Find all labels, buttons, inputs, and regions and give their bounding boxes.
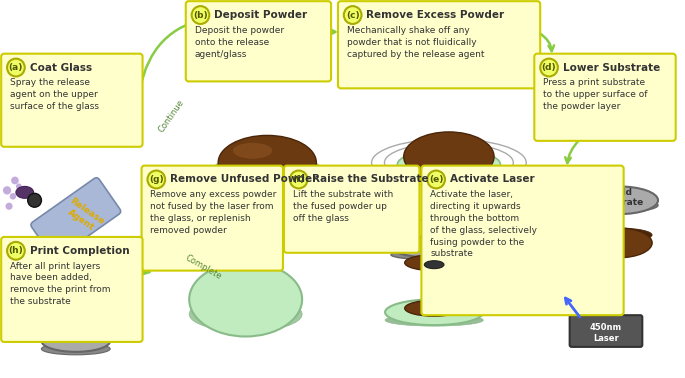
Ellipse shape (536, 273, 607, 290)
Ellipse shape (527, 291, 616, 303)
Ellipse shape (580, 198, 658, 212)
Ellipse shape (385, 299, 483, 325)
Ellipse shape (580, 186, 658, 214)
Ellipse shape (391, 250, 477, 260)
Circle shape (192, 6, 210, 24)
Text: Remove Unfused Powder: Remove Unfused Powder (170, 175, 317, 184)
Text: Print Completion: Print Completion (29, 246, 129, 256)
FancyBboxPatch shape (1, 54, 142, 147)
FancyBboxPatch shape (338, 1, 540, 88)
Text: Complete: Complete (184, 254, 223, 282)
Text: Mechanically shake off any
powder that is not fluidically
captured by the releas: Mechanically shake off any powder that i… (347, 26, 484, 59)
Text: Activate Laser: Activate Laser (450, 175, 534, 184)
Text: Press a print substrate
to the upper surface of
the powder layer: Press a print substrate to the upper sur… (543, 79, 647, 111)
Text: Remove any excess powder
not fused by the laser from
the glass, or replenish
rem: Remove any excess powder not fused by th… (151, 191, 277, 235)
Ellipse shape (385, 314, 483, 326)
Ellipse shape (586, 228, 652, 242)
FancyBboxPatch shape (570, 315, 643, 347)
Bar (54, 268, 97, 299)
Ellipse shape (405, 255, 464, 271)
FancyBboxPatch shape (284, 166, 419, 253)
Ellipse shape (16, 186, 34, 198)
Ellipse shape (54, 293, 97, 306)
Text: Spray the release
agent on the upper
surface of the glass: Spray the release agent on the upper sur… (10, 79, 99, 111)
FancyBboxPatch shape (1, 237, 142, 342)
Ellipse shape (527, 277, 616, 301)
Text: (b): (b) (193, 11, 208, 20)
Text: After all print layers
have been added,
remove the print from
the substrate: After all print layers have been added, … (10, 262, 110, 306)
Circle shape (16, 183, 22, 189)
Text: Activate the laser,
directing it upwards
through the bottom
of the glass, select: Activate the laser, directing it upwards… (430, 191, 537, 259)
Ellipse shape (54, 261, 97, 274)
Circle shape (11, 177, 18, 184)
Circle shape (7, 242, 25, 260)
FancyBboxPatch shape (142, 166, 283, 271)
Ellipse shape (425, 305, 443, 312)
Ellipse shape (530, 258, 613, 277)
Text: (e): (e) (429, 175, 443, 184)
Circle shape (147, 170, 165, 188)
Circle shape (427, 170, 445, 188)
Circle shape (3, 186, 11, 195)
Text: Build
Substrate: Build Substrate (594, 187, 644, 207)
Circle shape (10, 193, 16, 200)
Ellipse shape (218, 135, 316, 190)
FancyBboxPatch shape (421, 166, 623, 315)
Ellipse shape (27, 194, 41, 207)
Ellipse shape (405, 301, 464, 316)
Ellipse shape (41, 330, 110, 352)
Text: Lift the substrate with
the fused powder up
off the glass: Lift the substrate with the fused powder… (292, 191, 393, 223)
Ellipse shape (424, 261, 444, 269)
FancyBboxPatch shape (31, 178, 121, 259)
Ellipse shape (41, 343, 110, 355)
Ellipse shape (189, 262, 302, 336)
Text: Remove Excess Powder: Remove Excess Powder (366, 10, 505, 20)
Text: Raise the Substrate: Raise the Substrate (312, 175, 429, 184)
FancyBboxPatch shape (534, 54, 675, 141)
Text: (d): (d) (542, 63, 556, 72)
Text: (h): (h) (8, 246, 23, 255)
Text: 450nm
Laser: 450nm Laser (590, 323, 622, 343)
Ellipse shape (189, 297, 302, 332)
Circle shape (344, 6, 362, 24)
Circle shape (5, 203, 12, 210)
Text: Coat Glass: Coat Glass (29, 62, 92, 73)
Ellipse shape (403, 132, 494, 181)
Text: Deposit the powder
onto the release
agent/glass: Deposit the powder onto the release agen… (195, 26, 284, 59)
Circle shape (290, 170, 308, 188)
Text: (g): (g) (149, 175, 164, 184)
FancyBboxPatch shape (186, 1, 331, 81)
Ellipse shape (213, 154, 321, 187)
Text: (c): (c) (346, 11, 360, 20)
Text: Deposit Powder: Deposit Powder (214, 10, 308, 20)
Ellipse shape (530, 269, 613, 279)
Text: (f): (f) (292, 175, 305, 184)
Circle shape (7, 59, 25, 76)
Text: Release
Agent: Release Agent (62, 197, 105, 235)
Ellipse shape (397, 149, 501, 180)
Text: Lower Substrate: Lower Substrate (563, 62, 660, 73)
Text: Continue: Continue (156, 98, 186, 134)
Ellipse shape (586, 228, 652, 258)
Text: (a): (a) (9, 63, 23, 72)
Ellipse shape (391, 236, 477, 258)
Ellipse shape (233, 143, 272, 159)
Circle shape (540, 59, 558, 76)
